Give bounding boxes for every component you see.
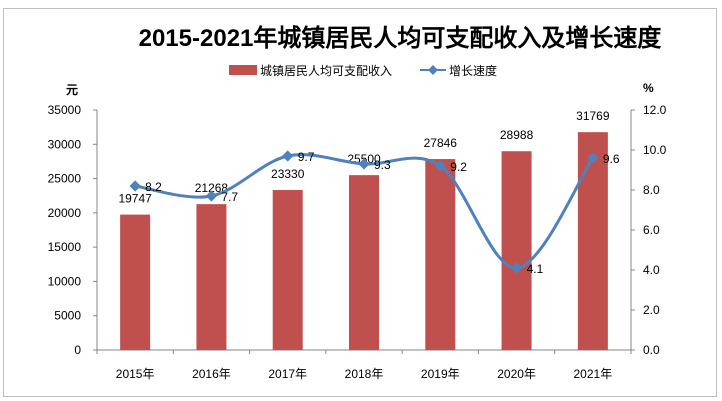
right-tick-label: 10.0 (643, 143, 667, 157)
chart-title: 2015-2021年城镇居民人均可支配收入及增长速度 (139, 24, 663, 52)
income-bar (501, 151, 532, 350)
left-tick-label: 30000 (48, 137, 82, 151)
left-axis-unit: 元 (66, 83, 78, 97)
legend-line-label: 增长速度 (449, 63, 497, 78)
income-bar (425, 159, 456, 350)
income-bar-label: 31769 (576, 109, 610, 123)
left-tick-label: 25000 (48, 172, 82, 186)
chart-frame (3, 8, 717, 397)
right-tick-label: 8.0 (643, 183, 660, 197)
growth-marker (358, 158, 370, 170)
x-tick-label: 2020年 (497, 367, 536, 381)
income-bar-label: 28988 (500, 128, 534, 142)
income-bar (120, 214, 151, 350)
growth-marker (129, 180, 141, 192)
left-tick-label: 20000 (48, 206, 82, 220)
x-tick-label: 2018年 (345, 367, 384, 381)
x-tick-label: 2015年 (116, 367, 155, 381)
legend-bar-label: 城镇居民人均可支配收入 (260, 64, 392, 78)
income-bar-label: 19747 (118, 192, 152, 206)
x-tick-label: 2021年 (574, 367, 613, 381)
income-bar (272, 190, 303, 350)
right-tick-label: 12.0 (643, 103, 667, 117)
left-tick-label: 15000 (48, 240, 82, 254)
left-tick-label: 35000 (48, 103, 82, 117)
income-bar (577, 132, 608, 350)
left-tick-label: 5000 (54, 309, 81, 323)
growth-label: 7.7 (221, 190, 238, 204)
growth-marker (510, 262, 523, 274)
legend: 城镇居民人均可支配收入 增长速度 (229, 63, 497, 78)
x-tick-label: 2019年 (421, 367, 460, 381)
growth-marker (205, 190, 218, 202)
growth-label: 8.2 (145, 180, 162, 194)
left-tick-label: 10000 (48, 274, 82, 288)
growth-label: 9.7 (298, 150, 315, 164)
growth-label: 4.1 (527, 262, 544, 276)
right-tick-label: 6.0 (643, 223, 660, 237)
legend-line-marker (428, 65, 438, 75)
growth-label: 9.2 (450, 160, 467, 174)
growth-marker (587, 152, 599, 164)
left-tick-label: 0 (74, 343, 81, 357)
x-tick-label: 2016年 (192, 367, 231, 381)
income-bar (196, 204, 227, 350)
right-tick-label: 0.0 (643, 343, 660, 357)
right-axis-unit: % (643, 81, 654, 95)
growth-line (134, 153, 595, 270)
growth-marker (282, 150, 294, 162)
growth-label: 9.6 (603, 152, 620, 166)
income-bar-label: 23330 (271, 167, 305, 181)
x-tick-label: 2017年 (268, 367, 307, 381)
growth-label: 9.3 (374, 158, 391, 172)
income-bar-label: 21268 (195, 181, 229, 195)
right-tick-label: 4.0 (643, 263, 660, 277)
legend-bar-swatch (229, 65, 257, 75)
income-bar (349, 175, 379, 350)
income-bar-label: 27846 (424, 136, 458, 150)
right-tick-label: 2.0 (643, 303, 660, 317)
growth-marker (434, 160, 446, 172)
